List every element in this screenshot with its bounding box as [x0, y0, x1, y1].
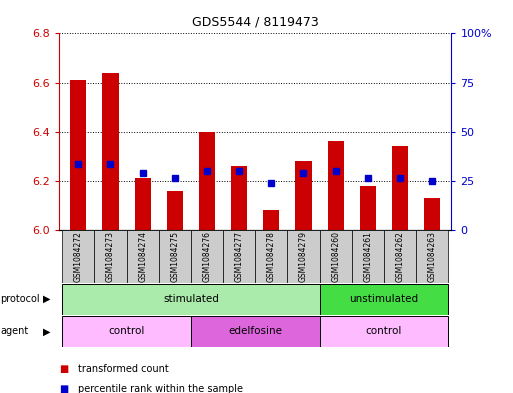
Text: ■: ■ — [59, 364, 68, 374]
Text: GSM1084277: GSM1084277 — [234, 231, 244, 282]
Text: ■: ■ — [59, 384, 68, 393]
Bar — [263, 210, 280, 230]
Text: GSM1084263: GSM1084263 — [428, 231, 437, 282]
Text: GSM1084279: GSM1084279 — [299, 231, 308, 282]
FancyBboxPatch shape — [127, 230, 159, 283]
Text: GSM1084273: GSM1084273 — [106, 231, 115, 282]
FancyBboxPatch shape — [223, 230, 255, 283]
Text: GSM1084275: GSM1084275 — [170, 231, 180, 282]
Text: edelfosine: edelfosine — [228, 326, 282, 336]
FancyBboxPatch shape — [320, 284, 448, 314]
Bar — [103, 73, 119, 230]
FancyBboxPatch shape — [352, 230, 384, 283]
Bar — [424, 198, 440, 230]
Text: percentile rank within the sample: percentile rank within the sample — [78, 384, 244, 393]
FancyBboxPatch shape — [191, 316, 320, 347]
FancyBboxPatch shape — [320, 316, 448, 347]
Bar — [134, 178, 151, 230]
Text: agent: agent — [0, 326, 28, 336]
Text: protocol: protocol — [0, 294, 40, 304]
FancyBboxPatch shape — [287, 230, 320, 283]
Text: GSM1084262: GSM1084262 — [396, 231, 404, 282]
FancyBboxPatch shape — [255, 230, 287, 283]
Text: control: control — [108, 326, 145, 336]
Bar — [392, 146, 408, 230]
Text: ▶: ▶ — [44, 294, 51, 304]
Bar — [199, 132, 215, 230]
FancyBboxPatch shape — [94, 230, 127, 283]
Text: GDS5544 / 8119473: GDS5544 / 8119473 — [192, 16, 319, 29]
Text: GSM1084278: GSM1084278 — [267, 231, 276, 282]
FancyBboxPatch shape — [416, 230, 448, 283]
Bar — [231, 166, 247, 230]
Bar — [295, 161, 311, 230]
Text: GSM1084261: GSM1084261 — [363, 231, 372, 282]
Text: GSM1084272: GSM1084272 — [74, 231, 83, 282]
Bar — [167, 191, 183, 230]
Text: transformed count: transformed count — [78, 364, 169, 374]
Text: GSM1084276: GSM1084276 — [203, 231, 211, 282]
Text: GSM1084274: GSM1084274 — [138, 231, 147, 282]
FancyBboxPatch shape — [159, 230, 191, 283]
FancyBboxPatch shape — [320, 230, 352, 283]
FancyBboxPatch shape — [62, 316, 191, 347]
Text: control: control — [366, 326, 402, 336]
Text: stimulated: stimulated — [163, 294, 219, 304]
Text: ▶: ▶ — [44, 326, 51, 336]
Text: unstimulated: unstimulated — [349, 294, 419, 304]
FancyBboxPatch shape — [384, 230, 416, 283]
FancyBboxPatch shape — [191, 230, 223, 283]
Text: GSM1084260: GSM1084260 — [331, 231, 340, 282]
Bar — [70, 80, 86, 230]
FancyBboxPatch shape — [62, 230, 94, 283]
Bar — [360, 186, 376, 230]
Bar — [328, 141, 344, 230]
FancyBboxPatch shape — [62, 284, 320, 314]
